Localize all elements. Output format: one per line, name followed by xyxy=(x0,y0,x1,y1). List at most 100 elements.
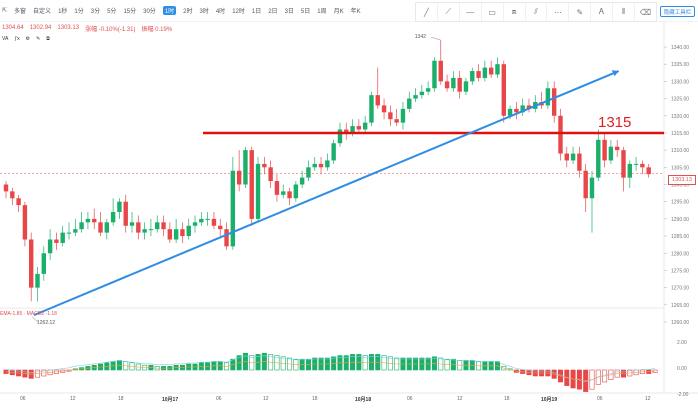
fib-tool-icon[interactable]: ⋯ xyxy=(547,3,570,21)
candle-body xyxy=(488,67,494,75)
pen-tool-icon[interactable]: ✎ xyxy=(569,3,592,21)
custom-button[interactable]: 自定义 xyxy=(33,9,52,15)
candle-body xyxy=(60,232,65,243)
candle-body xyxy=(293,184,299,199)
macd-dif-line xyxy=(5,355,656,382)
candle-body xyxy=(192,222,198,226)
period-tab[interactable]: 4时 xyxy=(215,9,226,15)
ray-tool-icon[interactable]: ⟋ xyxy=(438,3,460,21)
candle-body xyxy=(180,229,185,237)
candle-body xyxy=(98,222,103,233)
candle-body xyxy=(268,167,273,182)
candle-body xyxy=(142,229,147,233)
candle-body xyxy=(218,225,223,230)
time-axis-label: 12 xyxy=(263,396,269,402)
candle-body xyxy=(28,239,34,288)
candle-body xyxy=(627,163,633,178)
text-tool-icon[interactable]: Ꭺ xyxy=(591,3,614,21)
price-tick-label: 1305.00 xyxy=(671,165,689,171)
indicator-tool-icon[interactable]: ✎ xyxy=(36,36,41,42)
channel-tool-icon[interactable]: ⧈ xyxy=(504,3,526,21)
candle-body xyxy=(211,218,217,226)
period-tab[interactable]: 1分 xyxy=(74,9,84,15)
price-tick-label: 1280.00 xyxy=(671,251,689,257)
expand-icon[interactable]: ⇱ xyxy=(2,8,8,14)
period-tab[interactable]: 3时 xyxy=(199,9,209,15)
ohlc-line: 1304.64 1302.94 1303.13 涨幅 -0.10%(-1.31)… xyxy=(0,22,172,34)
indicator-tool-icon[interactable]: ƒx xyxy=(14,36,20,42)
macd-tick-label: 2.00 xyxy=(677,340,687,346)
amplitude-value: 振幅 0.19% xyxy=(141,26,173,33)
candle-body xyxy=(136,222,141,233)
candle-body xyxy=(110,212,116,223)
indicator-tool-icon[interactable]: VA xyxy=(2,36,9,42)
period-tab[interactable]: 2日 xyxy=(268,9,278,15)
candle-body xyxy=(249,150,254,219)
period-tab[interactable]: 3日 xyxy=(284,9,294,15)
candle-body xyxy=(457,77,462,92)
candle-body xyxy=(545,88,551,106)
low-marker-label: 1262.12 xyxy=(37,320,55,326)
indicator-tool-icon[interactable]: ⧉ xyxy=(46,36,50,42)
candle-body xyxy=(306,167,311,178)
time-axis-label: 18 xyxy=(312,396,318,402)
price-tick-label: 1285.00 xyxy=(671,234,689,240)
period-tab[interactable]: 1秒 xyxy=(58,9,68,15)
current-price-tag: 1303.13 xyxy=(668,175,696,185)
candle-body xyxy=(236,170,242,185)
candle-body xyxy=(640,163,645,168)
period-tab[interactable]: 2时 xyxy=(183,9,193,15)
multi-window-button[interactable]: 多窗 xyxy=(14,9,27,15)
period-tab[interactable]: 年K xyxy=(350,9,361,15)
measure-tool-icon[interactable]: ⫴ xyxy=(613,3,636,21)
time-axis-label: 10月19 xyxy=(541,397,558,403)
hline-tool-icon[interactable]: — xyxy=(460,3,482,21)
candle-body xyxy=(148,229,154,231)
candle-body xyxy=(186,225,191,237)
period-tab[interactable]: 3分 xyxy=(90,9,101,15)
candle-body xyxy=(41,253,47,274)
candle-body xyxy=(470,71,475,82)
parallel-tool-icon[interactable]: ⫽ xyxy=(526,3,548,21)
hide-toolbar-button[interactable]: 隐藏工具栏 xyxy=(660,6,695,17)
rect-tool-icon[interactable]: ▭ xyxy=(482,3,504,21)
time-axis-label: 06 xyxy=(216,396,222,402)
price-tick-label: 1325.00 xyxy=(671,97,689,103)
macd-bar xyxy=(501,366,507,371)
delete-tool-icon[interactable]: ⌫ xyxy=(639,7,652,17)
period-tab[interactable]: 1周 xyxy=(317,9,327,15)
period-tab[interactable]: 1时 xyxy=(162,6,177,15)
candle-body xyxy=(551,88,557,116)
candle-body xyxy=(287,191,292,199)
price-tick-label: 1320.00 xyxy=(671,114,689,120)
candle-body xyxy=(451,77,456,89)
period-tab[interactable]: 月K xyxy=(333,9,344,15)
candle-body xyxy=(337,129,343,144)
candle-body xyxy=(85,218,91,223)
period-tab[interactable]: 5日 xyxy=(300,9,311,15)
candle-body xyxy=(22,205,28,240)
candle-body xyxy=(318,163,324,168)
macd-legend: EMA-1.85 · MACD2 -1.18 xyxy=(0,311,57,317)
candle-body xyxy=(356,126,362,130)
drawing-toolbar: ╱ ⟋ — ▭ ⧈ ⫽ ⋯ ✎ Ꭺ ⫴ ⌫ xyxy=(415,2,657,22)
candle-body xyxy=(633,163,639,165)
candle-body xyxy=(155,222,160,230)
line-tool-icon[interactable]: ╱ xyxy=(416,3,438,21)
period-tab[interactable]: 15分 xyxy=(123,9,137,15)
macd-bar xyxy=(608,369,614,380)
period-tab[interactable]: 5分 xyxy=(107,9,117,15)
candle-body xyxy=(646,167,651,175)
time-axis-label: 12 xyxy=(645,396,651,402)
price-tick-label: 1265.00 xyxy=(671,303,689,309)
candle-body xyxy=(438,60,443,82)
period-tab[interactable]: 12时 xyxy=(232,9,245,15)
candle-body xyxy=(350,126,355,133)
candle-body xyxy=(432,60,437,89)
candle-body xyxy=(79,222,84,230)
indicator-tool-icon[interactable]: ⚙ xyxy=(25,36,31,42)
candle-body xyxy=(230,170,236,247)
period-tab[interactable]: 30分 xyxy=(143,9,156,15)
period-tab[interactable]: 1日 xyxy=(251,9,262,15)
